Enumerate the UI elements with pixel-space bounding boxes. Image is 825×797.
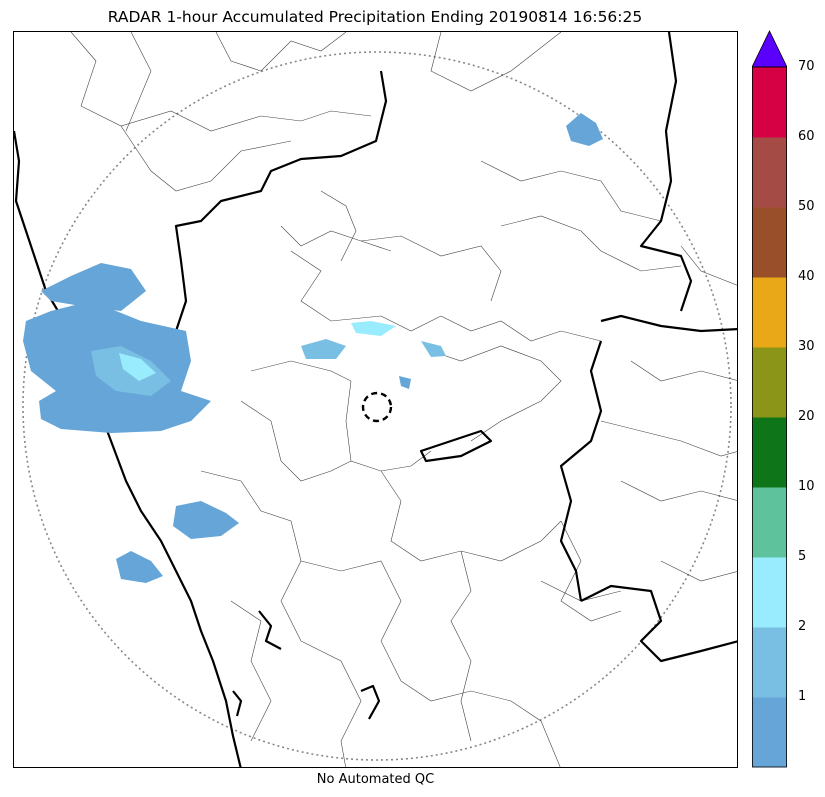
colorbar-bin: [752, 137, 787, 208]
colorbar-bin: [752, 557, 787, 628]
colorbar-tick-label: 5: [798, 549, 807, 564]
colorbar-tick-label: 10: [798, 479, 815, 494]
colorbar-bin: [752, 487, 787, 558]
radar-map-panel[interactable]: [13, 31, 738, 768]
colorbar-tick-label: 2: [798, 619, 807, 634]
colorbar-extend-arrow: [752, 30, 787, 68]
colorbar: [752, 30, 787, 768]
colorbar-bin: [752, 417, 787, 488]
colorbar-bin: [752, 207, 787, 278]
qc-note: No Automated QC: [316, 772, 435, 787]
coastline: [14, 130, 242, 767]
colorbar-bin: [752, 277, 787, 348]
state-boundaries: [14, 32, 737, 767]
colorbar-bin: [752, 347, 787, 418]
radar-range-ring: [22, 51, 732, 761]
colorbar-tick-label: 40: [798, 269, 815, 284]
radar-map: [14, 32, 737, 767]
precipitation-echoes: [23, 113, 603, 583]
colorbar-outline: [752, 66, 787, 768]
colorbar-tick-label: 30: [798, 339, 815, 354]
colorbar-bin: [752, 627, 787, 698]
colorbar-tick-label: 20: [798, 409, 815, 424]
colorbar-graphic: [752, 30, 787, 768]
colorbar-bin: [752, 697, 787, 768]
radar-site-marker: [361, 391, 393, 423]
colorbar-tick-label: 70: [798, 59, 815, 74]
district-boundaries: [70, 32, 737, 767]
colorbar-tick-label: 50: [798, 199, 815, 214]
colorbar-bin: [752, 67, 787, 138]
map-title: RADAR 1-hour Accumulated Precipitation E…: [107, 8, 643, 26]
colorbar-tick-label: 60: [798, 129, 815, 144]
colorbar-tick-label: 1: [798, 689, 807, 704]
